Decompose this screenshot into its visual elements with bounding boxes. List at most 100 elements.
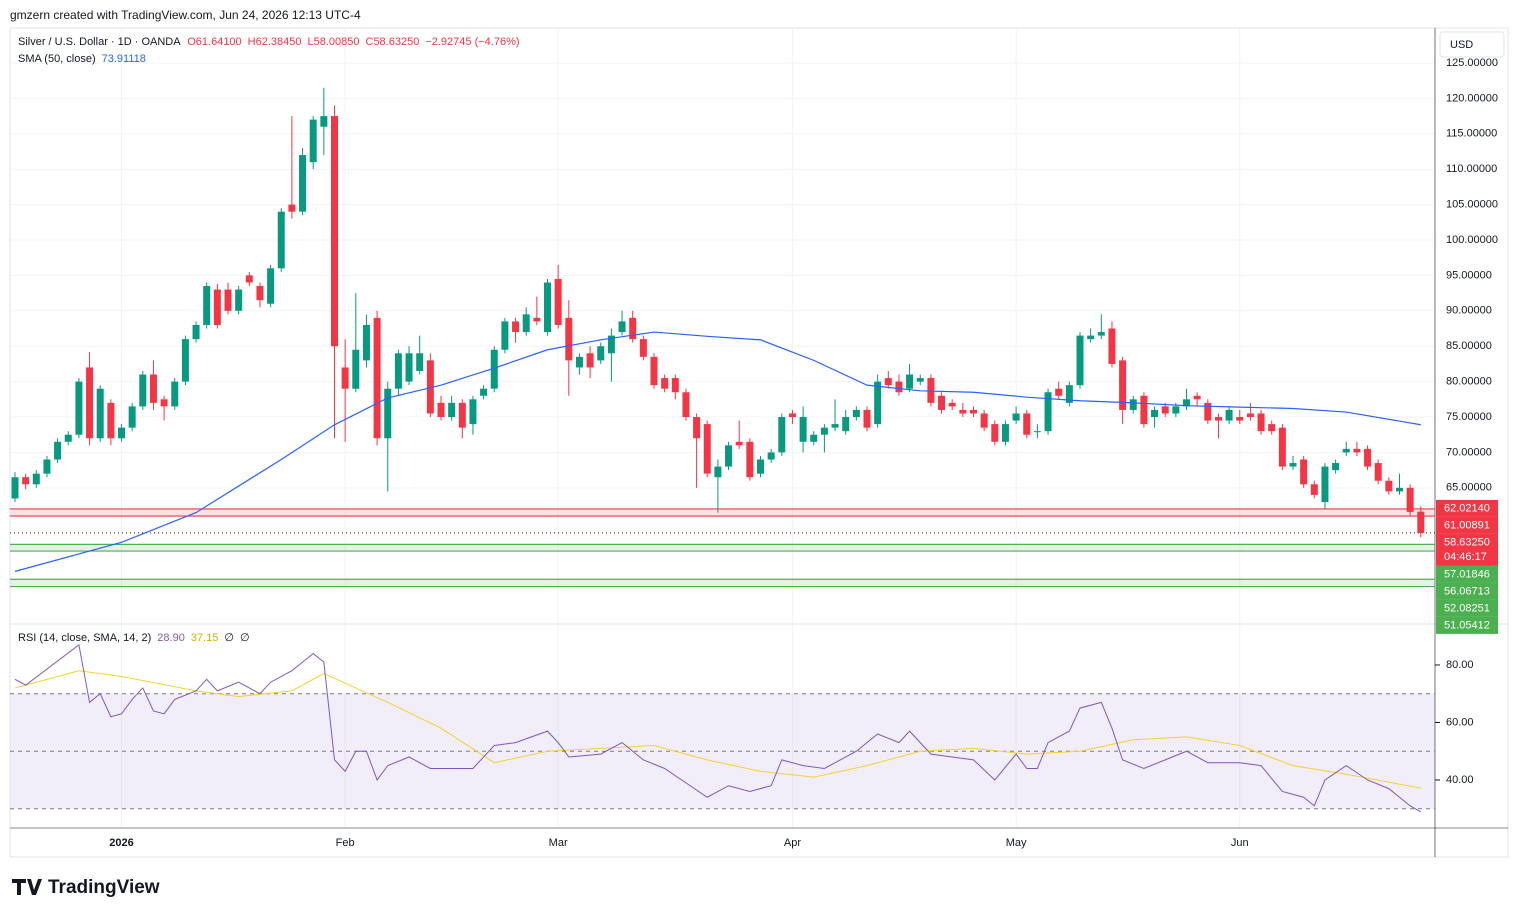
y-tick-label: 80.00000 [1446,376,1492,388]
candle-body [639,339,647,357]
y-tick-label: 100.00000 [1446,234,1498,246]
rsi-sma-line [14,670,1421,789]
candle-body [959,409,967,414]
candle-body [1332,463,1340,471]
price-label: 52.08251 [1444,602,1490,614]
candle-body [799,417,807,442]
candle-body [75,381,83,435]
candle-body [927,378,935,403]
y-tick-label: 90.00000 [1446,305,1492,317]
candle-body [607,335,615,354]
zone [10,508,1435,517]
candle-body [586,353,594,368]
y-tick-label: 125.00000 [1446,57,1498,69]
rsi-tick-label: 80.00 [1446,659,1474,671]
x-tick-label: Feb [336,837,355,849]
candle-body [426,360,434,414]
candle-body [1300,459,1308,485]
candle-body [309,119,317,163]
candle-body [256,286,264,301]
candle-body [618,321,626,333]
candle-body [11,477,19,499]
candle-body [629,317,637,340]
candle-body [149,374,157,403]
candle-body [235,289,243,311]
candle-body [884,378,892,386]
candle-body [469,399,477,425]
candle-body [671,378,679,393]
price-label-box [1436,533,1498,566]
candle-body [820,427,828,435]
grid [10,28,1435,828]
candle-body [118,427,125,439]
candle-body [1257,413,1265,432]
candle-body [693,417,701,439]
ohlc-value-2: L58.00850 [308,36,360,48]
y-tick-label: 70.00000 [1446,446,1492,458]
candle-body [810,434,818,442]
candle-body [778,417,786,453]
candle-body [181,339,189,382]
candle-body [437,402,445,418]
zone [10,579,1435,587]
frame [9,27,1509,858]
price-label-box [1436,599,1498,617]
candle-body [192,324,200,340]
candle-body [1001,424,1009,442]
rsi-line [14,643,1422,813]
candle-body [1044,392,1052,432]
candle-body [1289,463,1297,467]
y-tick-label: 120.00000 [1446,92,1498,104]
candle-body [895,381,903,393]
candle-body [980,413,988,428]
candle-body [1204,402,1212,421]
price-label-box [1436,565,1498,583]
candle-body [1097,332,1105,336]
y-tick-label: 75.00000 [1446,411,1492,423]
sma-line [14,331,1421,572]
candle-body [788,413,796,418]
candle-body [948,402,956,407]
price-label-box [1436,616,1498,634]
ohlc-value-3: C58.63250 [366,36,420,48]
zone [10,544,1435,552]
rsi-tick-label: 60.00 [1446,716,1474,728]
candle-body [160,399,168,407]
rsi-legend: RSI (14, close, SMA, 14, 2) [18,632,151,644]
candle-body [1065,385,1073,403]
y-tick-label: 105.00000 [1446,199,1498,211]
candle-body [1193,395,1201,400]
x-tick-label: Mar [549,837,568,849]
candle-body [64,434,72,442]
candle-body [597,346,605,361]
candle-body [970,409,977,414]
price-label-box [1436,516,1498,534]
candle-body [554,278,562,325]
currency-box[interactable] [1439,31,1505,58]
candle-body [1342,448,1350,453]
rsi-tick-label: 40.00 [1446,774,1474,786]
candle-body [1278,427,1286,467]
price-label-box [1436,499,1498,517]
candle-body [1406,487,1414,512]
candle-body [1225,409,1233,421]
candle-body [650,356,658,386]
price-label: 58.63250 [1444,536,1490,548]
candle-body [682,392,690,418]
attribution: gmzern created with TradingView.com, Jun… [10,8,361,22]
ohlc-value-0: O61.64100 [187,36,241,48]
candle-body [1161,406,1169,414]
candle-body [1076,335,1084,386]
x-tick-label: 2026 [109,837,133,849]
candle-body [341,367,349,389]
y-tick-label: 110.00000 [1446,163,1497,175]
candle-body [224,289,232,311]
candle-body [746,441,754,478]
price-label: 57.01846 [1444,568,1490,580]
candle-body [1129,399,1137,410]
candle-body [831,424,839,428]
candle-body [1385,480,1393,492]
sma-value: 73.91118 [102,53,146,65]
candle-body [501,321,509,350]
